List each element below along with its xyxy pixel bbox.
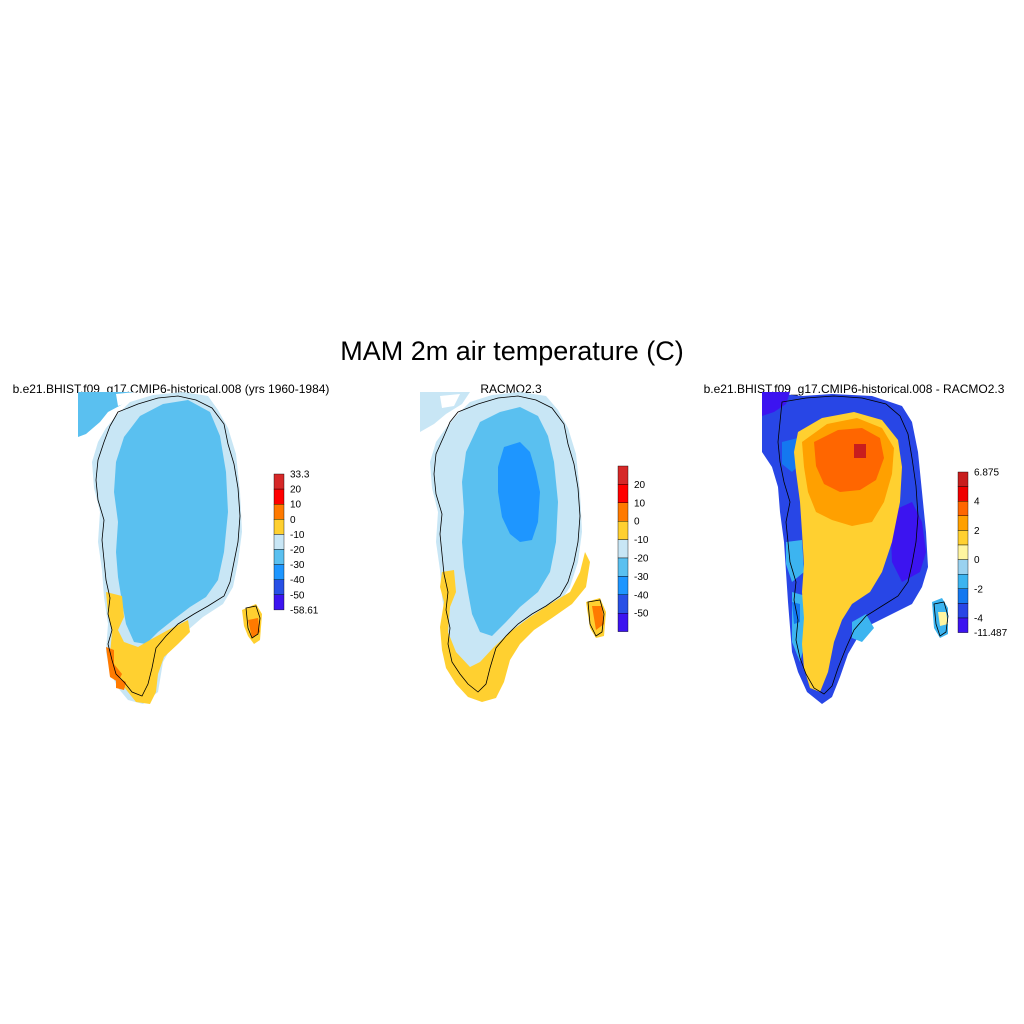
racmo-temperature-map bbox=[420, 392, 606, 702]
colorbar-box bbox=[617, 557, 629, 577]
interior-cold-zone bbox=[114, 400, 228, 644]
colorbar-box bbox=[957, 559, 969, 575]
coastal-warm-band bbox=[106, 592, 262, 704]
colorbar-tick-label: -30 bbox=[634, 572, 649, 583]
colorbar-box bbox=[617, 576, 629, 596]
difference-map bbox=[762, 392, 949, 704]
island-outline bbox=[933, 601, 949, 637]
colorbar-box bbox=[957, 603, 969, 619]
island-outline bbox=[587, 599, 605, 637]
colorbar-box bbox=[273, 579, 285, 595]
colorbar-tick-label: 2 bbox=[974, 526, 980, 537]
colorbar-box bbox=[273, 549, 285, 565]
coastline bbox=[95, 395, 241, 697]
strongest-positive-zone bbox=[814, 428, 884, 492]
figure-title: MAM 2m air temperature (C) bbox=[340, 336, 684, 366]
colorbar-panel-1: 33.3 20 10 0 -10 -20 -30 -40 -50 -58.61 bbox=[273, 470, 319, 616]
colorbar-box bbox=[273, 473, 285, 490]
interior-coldest-zone bbox=[498, 442, 540, 542]
colorbar-tick-label: -4 bbox=[974, 614, 983, 625]
colorbar-tick-label: -2 bbox=[974, 584, 983, 595]
colorbar-box bbox=[957, 530, 969, 546]
colorbar-tick-label: 20 bbox=[634, 480, 646, 491]
colorbar-tick-label: 10 bbox=[290, 500, 302, 511]
colorbar-box bbox=[617, 521, 629, 540]
colorbar-box bbox=[273, 504, 285, 520]
coastal-warm-band bbox=[440, 552, 606, 702]
colorbar-box bbox=[617, 594, 629, 614]
max-positive-cell bbox=[854, 444, 866, 458]
model-temperature-map bbox=[78, 392, 262, 704]
colorbar-panel-2: 20 10 0 -10 -20 -30 -40 -50 bbox=[617, 465, 649, 632]
colorbar-box bbox=[617, 539, 629, 559]
colorbar-box bbox=[957, 588, 969, 604]
colorbar-box bbox=[957, 515, 969, 531]
colorbar-box bbox=[617, 484, 629, 503]
colorbar-tick-label: -58.61 bbox=[290, 605, 319, 616]
colorbar-tick-label: 33.3 bbox=[290, 470, 310, 481]
colorbar-box bbox=[617, 502, 629, 522]
colorbar-tick-label: -11.487 bbox=[974, 628, 1008, 639]
colorbar-tick-label: 0 bbox=[974, 555, 980, 566]
colorbar-box bbox=[957, 471, 969, 487]
island-difference bbox=[932, 598, 948, 638]
colorbar-box bbox=[273, 534, 285, 550]
colorbar-panel-3: 6.875 4 2 0 -2 -4 -11.487 bbox=[957, 468, 1008, 639]
colorbar-tick-label: 20 bbox=[290, 485, 302, 496]
panel-2-title: RACMO2.3 bbox=[480, 382, 542, 396]
colorbar-box bbox=[957, 544, 969, 560]
colorbar-tick-label: -50 bbox=[290, 590, 305, 601]
colorbar-tick-label: -30 bbox=[290, 560, 305, 571]
colorbar-tick-label: 6.875 bbox=[974, 468, 999, 479]
colorbar-tick-label: 4 bbox=[974, 497, 980, 508]
colorbar-box bbox=[617, 612, 629, 632]
coastline bbox=[433, 395, 581, 693]
colorbar-tick-label: -20 bbox=[290, 545, 305, 556]
colorbar-box bbox=[957, 617, 969, 633]
colorbar-tick-label: -40 bbox=[290, 575, 305, 586]
colorbar-tick-label: 0 bbox=[290, 515, 296, 526]
colorbar-box bbox=[273, 564, 285, 580]
colorbar-box bbox=[957, 501, 969, 517]
colorbar-tick-label: -10 bbox=[634, 535, 649, 546]
colorbar-box bbox=[273, 594, 285, 611]
colorbar-box bbox=[957, 573, 969, 589]
colorbar-box bbox=[273, 488, 285, 505]
colorbar-tick-label: -10 bbox=[290, 530, 305, 541]
ocean-ice-patch-nw bbox=[78, 392, 136, 437]
ocean-ice-patch-nw bbox=[420, 392, 470, 432]
colorbar-tick-label: -50 bbox=[634, 609, 649, 620]
colorbar-box bbox=[617, 465, 629, 485]
island-outline bbox=[245, 605, 261, 639]
colorbar-tick-label: 10 bbox=[634, 498, 646, 509]
colorbar-tick-label: -40 bbox=[634, 590, 649, 601]
colorbar-box bbox=[273, 519, 285, 535]
colorbar-tick-label: -20 bbox=[634, 554, 649, 565]
colorbar-box bbox=[957, 486, 969, 502]
coastline bbox=[777, 395, 919, 695]
colorbar-tick-label: 0 bbox=[634, 517, 640, 528]
